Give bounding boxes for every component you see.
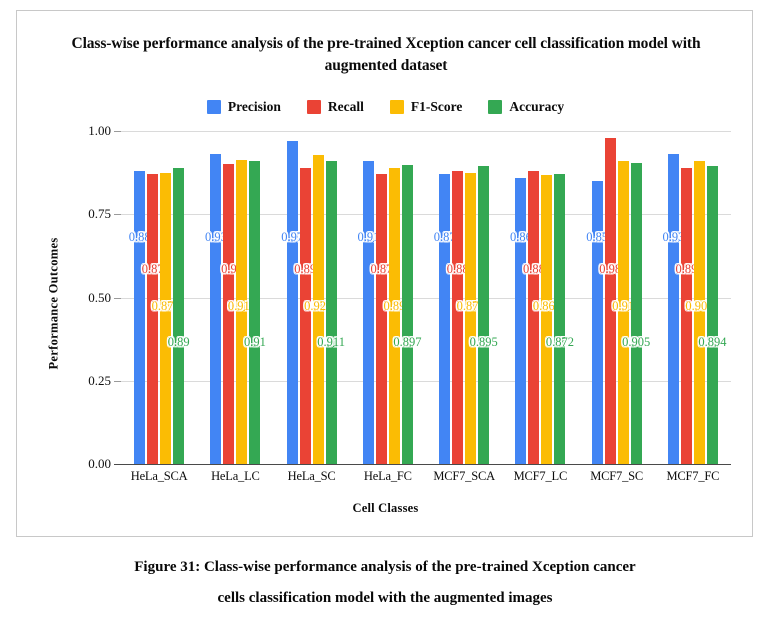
legend-item-recall[interactable]: Recall [306, 99, 364, 115]
bar-group: 0.87 0.88 0.874 0.895 [426, 131, 502, 464]
y-axis-tick-label: 0.00 [88, 456, 111, 471]
gridline [121, 380, 731, 382]
legend-item-f1-score[interactable]: F1-Score [389, 99, 463, 115]
y-axis-tick-mark [114, 214, 121, 216]
bar-accuracy[interactable]: 0.872 [546, 173, 574, 464]
bar-f1-score[interactable]: 0.874 [152, 172, 180, 464]
y-axis-tick-mark [114, 297, 121, 299]
figure-caption-line-2: cells classification model with the augm… [217, 590, 553, 606]
bar-precision[interactable]: 0.88 [129, 170, 151, 464]
bar-precision[interactable]: 0.97 [281, 141, 303, 464]
bar-precision[interactable]: 0.86 [510, 177, 532, 464]
legend-item-precision[interactable]: Precision [206, 99, 281, 115]
bar-value-label: 0.9 [221, 261, 237, 276]
y-axis-tick-mark [114, 131, 121, 132]
x-axis-tick-label: HeLa_LC [211, 469, 260, 483]
legend-item-accuracy[interactable]: Accuracy [488, 99, 564, 115]
x-axis-tick-label: MCF7_LC [513, 469, 568, 483]
x-axis-tick-label: HeLa_SC [287, 469, 336, 483]
y-axis-tick-mark [114, 464, 121, 465]
bar-recall[interactable]: 0.88 [447, 170, 469, 464]
figure-caption-line-1: Figure 31: Class-wise performance analys… [134, 559, 636, 575]
bar-recall[interactable]: 0.88 [523, 170, 545, 464]
plot-area-wrapper: 0.00 0.25 0.50 0.75 1.00 0.88 0.87 0.874 0.89 0.… [88, 123, 731, 471]
legend-label: F1-Score [410, 99, 463, 114]
bar-group: 0.97 0.89 0.929 0.911 [274, 131, 350, 464]
x-axis-title: Cell Classes [352, 501, 419, 515]
chart-title: Class-wise performance analysis of the p… [71, 35, 701, 74]
bar-precision[interactable]: 0.85 [586, 180, 608, 464]
y-axis-tick-label: 0.75 [88, 206, 111, 222]
plot-area: 0.00 0.25 0.50 0.75 1.00 [88, 123, 731, 471]
bar-accuracy[interactable]: 0.894 [698, 166, 726, 464]
bar-group: 0.86 0.88 0.869 0.872 [502, 131, 578, 464]
bars-layer: 0.88 0.87 0.874 0.89 0.93 0.9 0.914 0.91 0.97 0.8… [121, 131, 731, 464]
bar-f1-score[interactable]: 0.89 [383, 167, 405, 464]
legend-label: Precision [227, 99, 281, 114]
bar-f1-score[interactable]: 0.914 [228, 159, 256, 464]
legend-swatch-icon [488, 100, 503, 114]
x-axis-baseline [121, 464, 731, 466]
bar-f1-score[interactable]: 0.874 [457, 172, 485, 464]
bar-precision[interactable]: 0.87 [434, 174, 456, 464]
bar-group: 0.88 0.87 0.874 0.89 [121, 131, 197, 464]
bar-recall[interactable]: 0.98 [599, 137, 621, 464]
bar-accuracy[interactable]: 0.895 [470, 165, 498, 464]
gridline [121, 297, 731, 299]
bar-precision[interactable]: 0.93 [205, 154, 227, 464]
bar-group: 0.85 0.98 0.91 0.905 [579, 131, 655, 464]
bar-accuracy[interactable]: 0.89 [168, 167, 190, 464]
bar-accuracy[interactable]: 0.905 [622, 162, 650, 464]
bar-group: 0.91 0.87 0.89 0.897 [350, 131, 426, 464]
y-axis-tick-mark [114, 380, 121, 382]
x-axis-tick-label: MCF7_SCA [433, 469, 495, 483]
legend-swatch-icon [206, 100, 221, 114]
bar-recall[interactable]: 0.9 [221, 164, 237, 464]
bar-recall[interactable]: 0.87 [370, 174, 392, 464]
legend-swatch-icon [389, 100, 404, 114]
x-axis-tick-labels: HeLa_SCA HeLa_LC HeLa_SC HeLa_FC MCF7_SCA MCF… [121, 469, 731, 484]
gridline [121, 214, 731, 216]
bar-precision[interactable]: 0.93 [662, 154, 684, 464]
bar-recall[interactable]: 0.89 [294, 167, 316, 464]
bar-recall[interactable]: 0.89 [675, 167, 697, 464]
chart-figure-box: Class-wise performance analysis of the p… [16, 10, 753, 537]
chart-legend: Precision Recall F1-Score Accuracy [17, 99, 754, 115]
x-axis-tick-label: HeLa_SCA [130, 469, 188, 483]
bar-accuracy[interactable]: 0.91 [244, 160, 266, 464]
bar-f1-score[interactable]: 0.909 [685, 161, 713, 464]
y-axis-tick-label: 0.50 [88, 289, 111, 305]
gridline [121, 131, 731, 132]
bar-group: 0.93 0.89 0.909 0.894 [655, 131, 731, 464]
legend-swatch-icon [306, 100, 321, 114]
bar-recall[interactable]: 0.87 [142, 174, 164, 464]
legend-label: Accuracy [509, 99, 565, 114]
bar-accuracy[interactable]: 0.897 [393, 165, 421, 464]
bar-f1-score[interactable]: 0.929 [304, 154, 332, 464]
bar-group: 0.93 0.9 0.914 0.91 [197, 131, 273, 464]
bar-precision[interactable]: 0.91 [357, 160, 379, 464]
y-axis-tick-label: 0.25 [88, 372, 111, 388]
y-axis-tick-label: 1.00 [88, 123, 111, 138]
x-axis-tick-label: MCF7_FC [666, 469, 720, 483]
bar-f1-score[interactable]: 0.869 [533, 174, 561, 464]
bar-accuracy[interactable]: 0.911 [317, 160, 345, 464]
figure-caption: Figure 31: Class-wise performance analys… [40, 552, 730, 614]
legend-label: Recall [327, 99, 364, 114]
x-axis-tick-label: MCF7_SC [590, 469, 644, 483]
x-axis-tick-label: HeLa_FC [363, 469, 412, 483]
bar-f1-score[interactable]: 0.91 [612, 160, 634, 464]
